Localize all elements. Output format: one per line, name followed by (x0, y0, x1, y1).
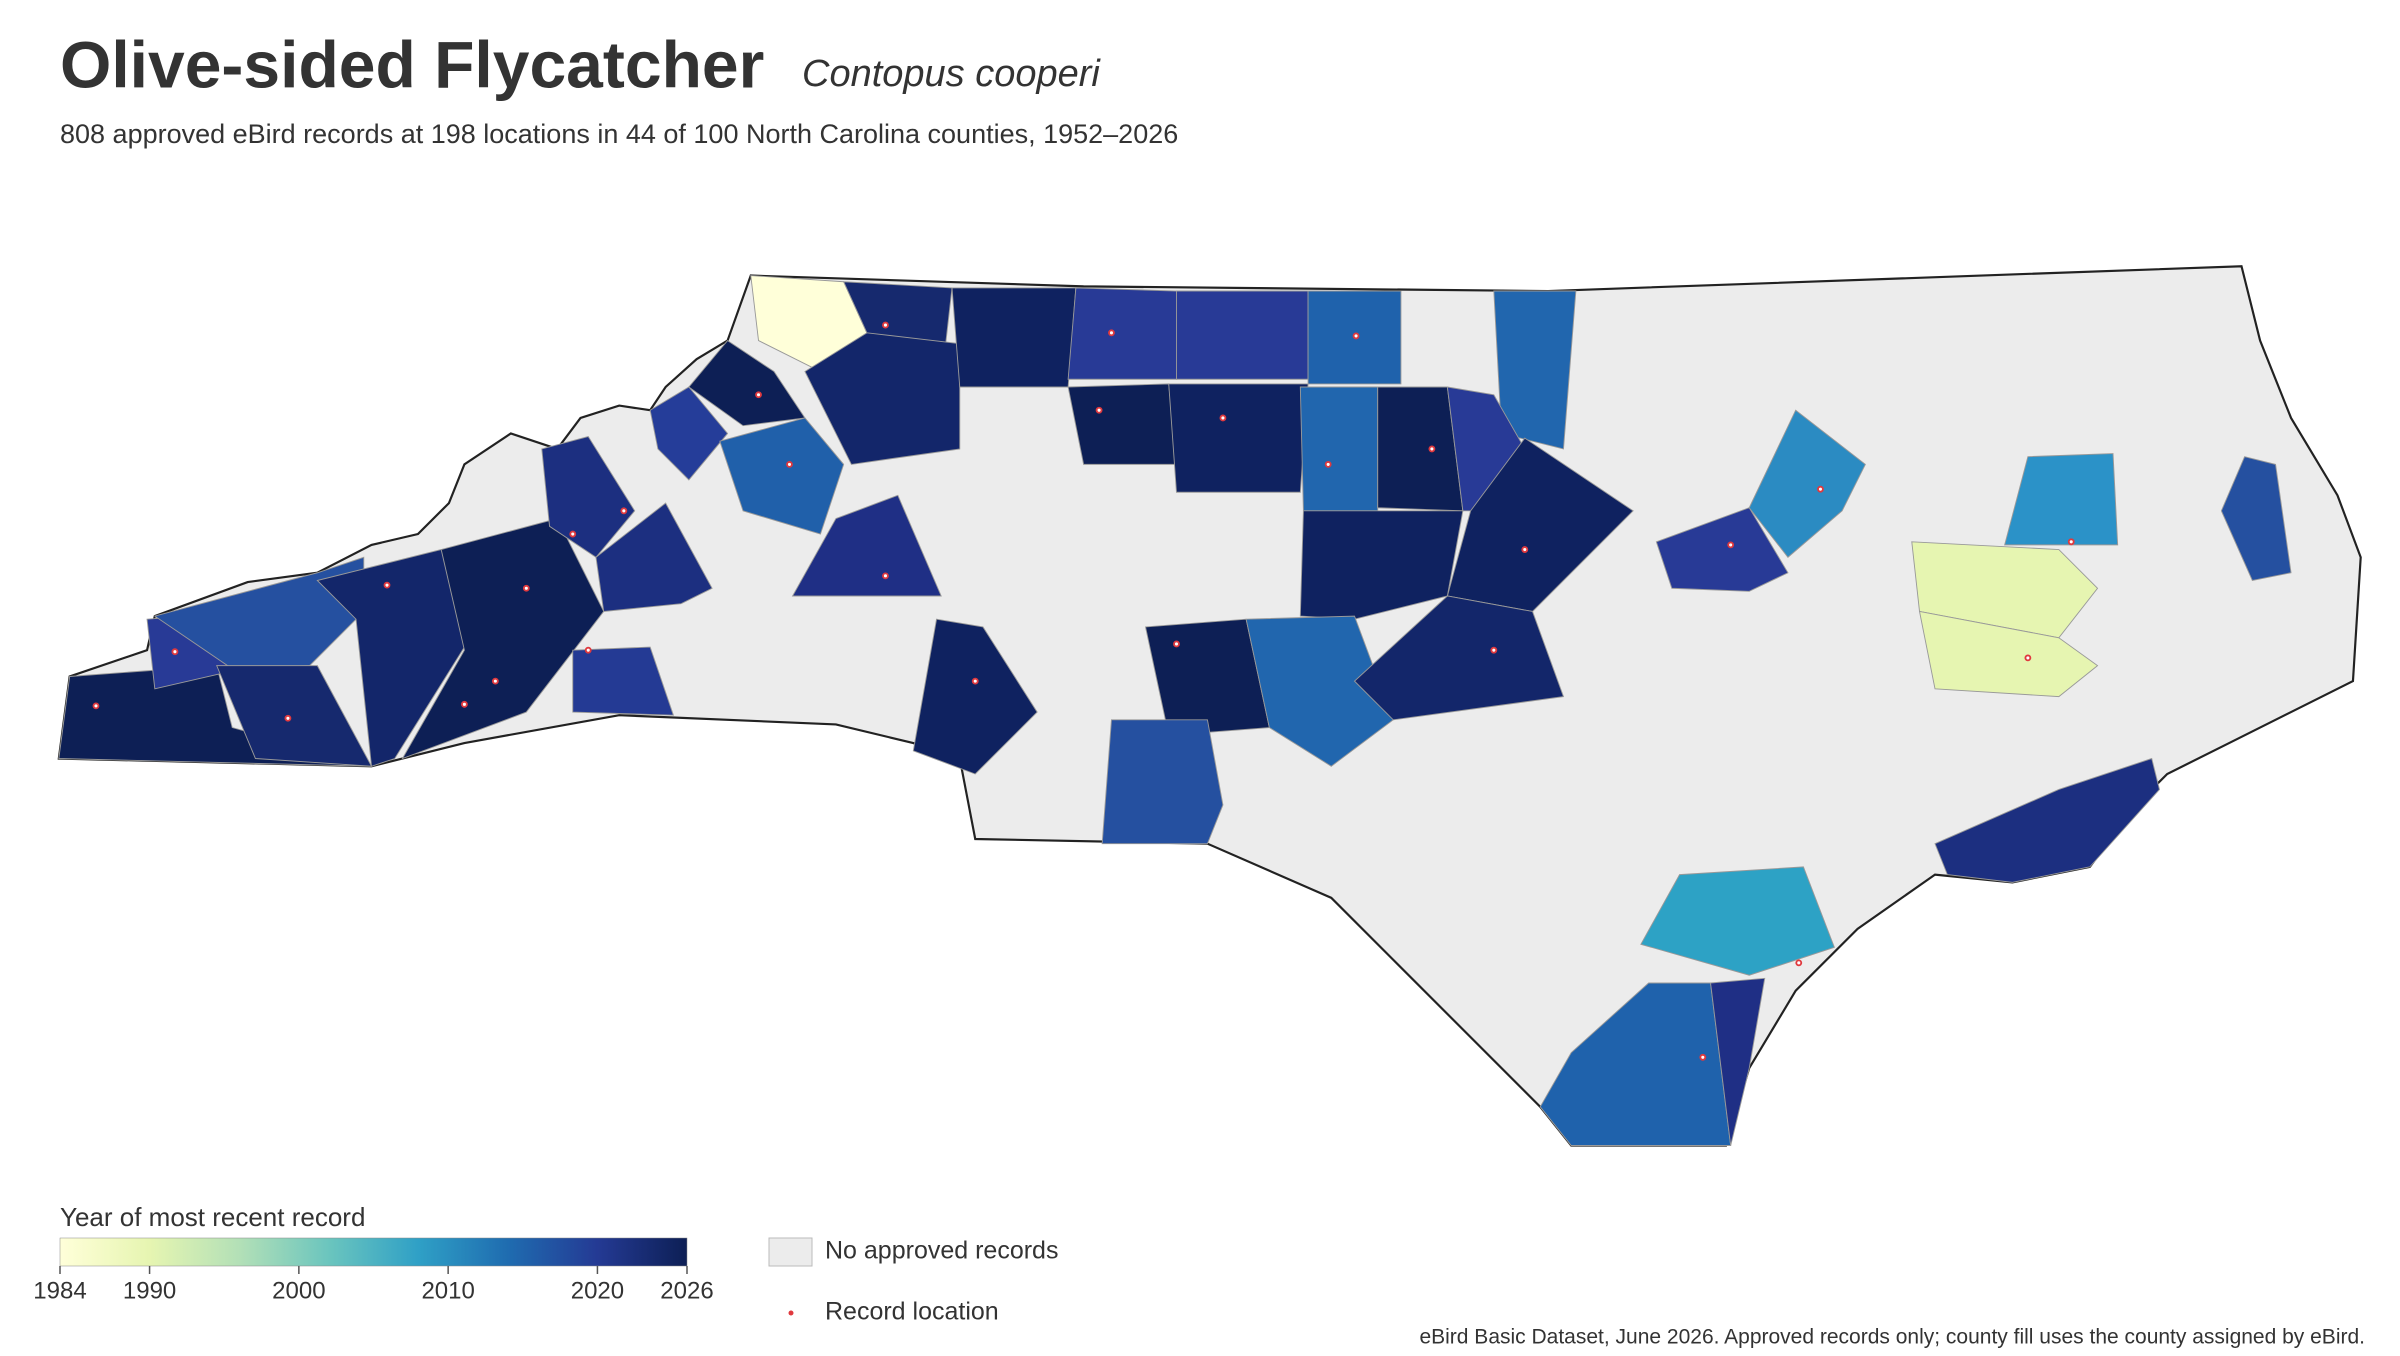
record-swatch (788, 1310, 794, 1316)
map (57, 265, 2362, 1147)
record-locations (92, 321, 2075, 1061)
no-records-label: No approved records (825, 1237, 1058, 1265)
record-location-label: Record location (825, 1298, 999, 1326)
subtitle: 808 approved eBird records at 198 locati… (60, 119, 1178, 149)
tick-label: 2020 (571, 1277, 624, 1304)
colorbar (59, 1237, 688, 1267)
no-records-swatch (768, 1237, 813, 1267)
title: Olive-sided Flycatcher (60, 27, 764, 101)
scientific-name: Contopus cooperi (802, 53, 1101, 95)
tick-label: 2026 (660, 1277, 713, 1304)
source-note: eBird Basic Dataset, June 2026. Approved… (1419, 1326, 2365, 1349)
legend-title: Year of most recent record (60, 1202, 365, 1232)
counties (58, 275, 2292, 1146)
tick-label: 2010 (421, 1277, 474, 1304)
tick-label: 2000 (272, 1277, 325, 1304)
tick-label: 1990 (123, 1277, 176, 1304)
colorbar-ticks: 1984 1990 2000 2010 2020 2026 (33, 1266, 714, 1304)
tick-label: 1984 (33, 1277, 86, 1304)
